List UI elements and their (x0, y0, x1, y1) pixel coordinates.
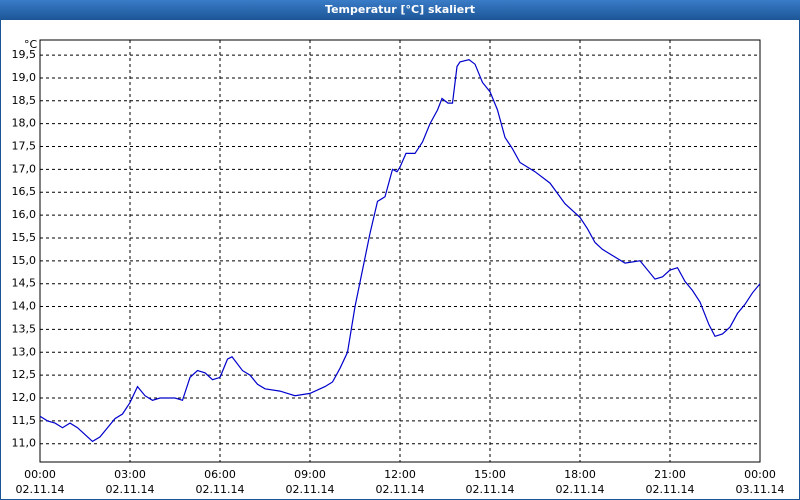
x-tick-label: 18:00 (564, 468, 596, 481)
x-tick-label: 06:00 (204, 468, 236, 481)
y-tick-label: 13,5 (12, 322, 37, 335)
title-bar (0, 0, 800, 20)
x-tick-label: 03:00 (114, 468, 146, 481)
temperature-line (39, 59, 761, 443)
x-tick-date: 02.11.14 (376, 483, 425, 496)
x-tick-date: 02.11.14 (196, 483, 245, 496)
y-tick-label: 15,5 (12, 231, 37, 244)
y-tick-label: 11,5 (12, 414, 37, 427)
x-tick-date: 02.11.14 (16, 483, 65, 496)
y-tick-label: 17,5 (12, 140, 37, 153)
x-tick-date: 02.11.14 (646, 483, 695, 496)
y-tick-label: 16,0 (12, 208, 37, 221)
y-tick-label: 11,0 (12, 437, 37, 450)
y-tick-label: 18,5 (12, 94, 37, 107)
x-tick-date: 02.11.14 (466, 483, 515, 496)
y-tick-label: 12,0 (12, 391, 37, 404)
x-tick-label: 09:00 (294, 468, 326, 481)
x-tick-date: 02.11.14 (286, 483, 335, 496)
chart-title: Temperatur [°C] skaliert (325, 3, 475, 16)
x-tick-date: 02.11.14 (556, 483, 605, 496)
y-tick-label: 12,5 (12, 368, 37, 381)
x-tick-date: 02.11.14 (106, 483, 155, 496)
x-tick-label: 00:00 (24, 468, 56, 481)
y-tick-label: 14,5 (12, 277, 37, 290)
y-unit: °C (24, 38, 38, 51)
y-tick-label: 17,0 (12, 162, 37, 175)
y-tick-label: 15,0 (12, 254, 37, 267)
y-tick-label: 19,0 (12, 71, 37, 84)
y-tick-label: 18,0 (12, 117, 37, 130)
y-tick-label: 16,5 (12, 185, 37, 198)
y-tick-label: 14,0 (12, 300, 37, 313)
x-tick-label: 12:00 (384, 468, 416, 481)
x-tick-label: 21:00 (654, 468, 686, 481)
y-tick-label: 19,5 (12, 48, 37, 61)
x-tick-label: 00:00 (744, 468, 776, 481)
y-tick-label: 13,0 (12, 345, 37, 358)
x-tick-date: 03.11.14 (736, 483, 785, 496)
x-tick-label: 15:00 (474, 468, 506, 481)
